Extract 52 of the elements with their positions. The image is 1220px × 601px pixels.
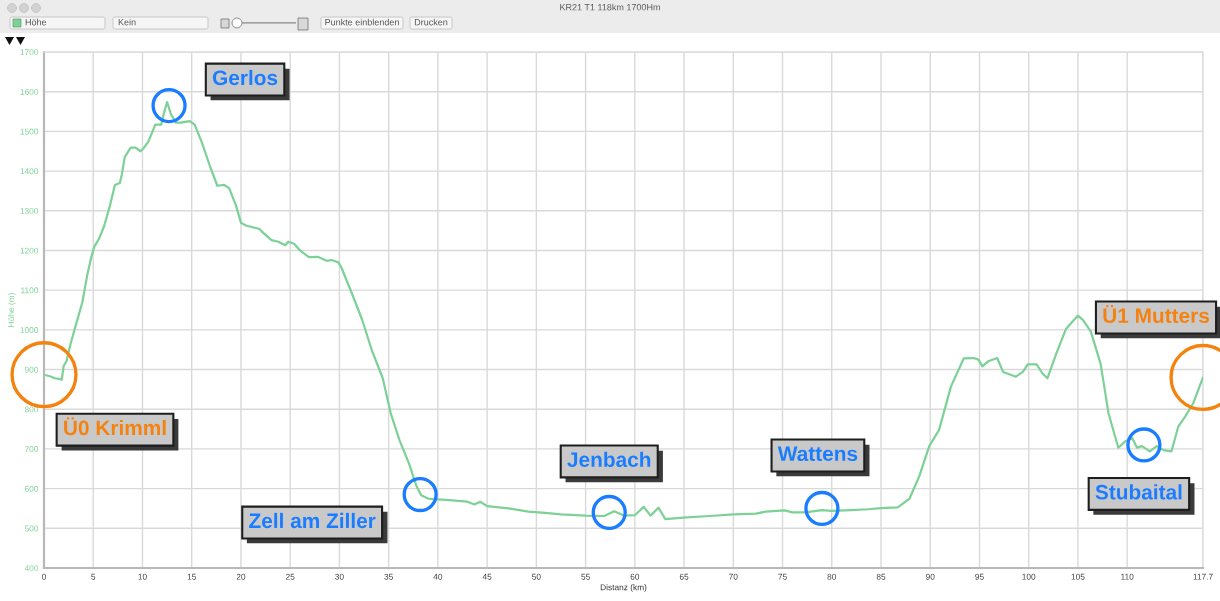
x-tick-label: 85 (876, 573, 886, 580)
x-tick-label: 65 (679, 573, 689, 580)
x-tick-label: 90 (925, 573, 935, 580)
x-tick-label: 45 (482, 573, 492, 580)
x-tick-label: 25 (285, 573, 295, 580)
y-tick-label: 1100 (21, 287, 39, 294)
x-tick-label: 117.7 (1193, 573, 1213, 580)
x-tick-label: 35 (384, 573, 393, 580)
y-tick-label: 1300 (20, 207, 39, 214)
y-axis-title: Höhe (m) (7, 293, 16, 327)
x-tick-label: 10 (138, 573, 147, 580)
x-tick-label: 15 (187, 573, 196, 580)
y-tick-label: 1700 (20, 49, 39, 56)
x-tick-label: 95 (975, 573, 984, 580)
x-tick-label: 0 (42, 573, 46, 580)
annotation: Zell am Ziller (249, 512, 376, 529)
x-tick-label: 80 (827, 573, 837, 580)
y-tick-label: 600 (24, 485, 39, 492)
chart-title: KR21 T1 118km 1700Hm (560, 3, 660, 11)
annotation: Stubaital (1095, 484, 1182, 500)
y-tick-label: 1200 (20, 247, 39, 254)
y-tick-label: 1500 (20, 128, 39, 135)
x-axis-title: Distanz (km) (600, 584, 647, 592)
y-tick-label: 1000 (20, 327, 39, 333)
y-tick-label: 400 (24, 565, 39, 572)
y-tick-label: 500 (24, 525, 39, 532)
x-tick-label: 105 (1071, 573, 1085, 580)
text: Höhe (25, 18, 47, 26)
text: Punkte einblenden (325, 18, 399, 26)
y-tick-label: 1600 (20, 88, 39, 95)
x-tick-label: 50 (532, 573, 541, 580)
x-tick-label: 55 (581, 573, 590, 580)
text: Drucken (414, 18, 448, 26)
x-tick-label: 60 (630, 573, 640, 580)
x-tick-label: 40 (433, 573, 443, 580)
x-tick-label: 70 (729, 573, 738, 580)
y-tick-label: 800 (24, 406, 39, 413)
y-tick-label: 700 (24, 446, 39, 453)
annotation: Ü0 Krimml (64, 417, 166, 436)
x-tick-label: 30 (335, 573, 344, 580)
x-tick-label: 110 (1121, 573, 1134, 580)
y-tick-label: 900 (24, 366, 39, 373)
x-tick-label: 20 (236, 573, 246, 580)
text: Kein (118, 18, 136, 26)
x-tick-label: 5 (91, 573, 96, 580)
x-tick-label: 100 (1022, 573, 1036, 580)
annotation: Gerlos (212, 69, 278, 86)
annotation: Ü1 Mutters (1103, 305, 1209, 324)
y-tick-label: 1400 (20, 168, 39, 175)
annotation: Jenbach (567, 451, 651, 468)
annotation: Wattens (777, 446, 858, 462)
x-tick-label: 75 (778, 573, 787, 580)
